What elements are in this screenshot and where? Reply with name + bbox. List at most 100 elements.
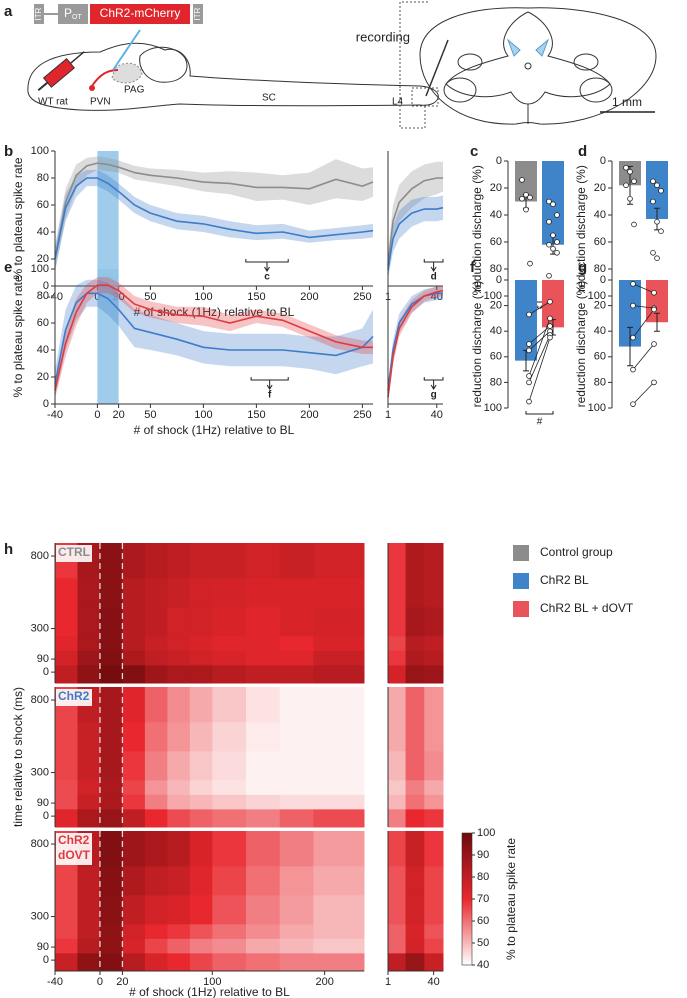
heatmap-cell (167, 577, 191, 608)
heatmap-title: dOVT (58, 848, 91, 862)
significance-bracket (525, 411, 554, 415)
heatmap-cell (405, 606, 425, 637)
data-point (527, 194, 533, 201)
y-tick-label: 0 (600, 155, 606, 167)
construct: ITR POT ChR2-mCherry ITR (34, 4, 203, 24)
heatmap-cell (77, 794, 101, 810)
heatmap-cell (246, 865, 281, 896)
heatmap-cell (77, 865, 101, 896)
error-band (388, 161, 443, 280)
heatmap-cell (388, 577, 407, 608)
heatmap-cell (99, 779, 123, 795)
y-tick-label: 20 (490, 300, 502, 312)
pair-line (528, 318, 551, 377)
legend-label: Control group (540, 545, 613, 559)
y-tick-label: 80 (594, 263, 606, 275)
heatmap-cell (189, 865, 213, 896)
heatmap-cell (424, 831, 444, 867)
y-tick-label: 90 (37, 797, 49, 809)
heatmap-cell (55, 606, 78, 637)
annotation-label: f (268, 390, 272, 401)
bar (542, 280, 564, 328)
heatmap-cell (405, 543, 425, 579)
data-point (630, 334, 636, 341)
y-tick-label: 20 (37, 371, 49, 383)
x-tick-label: 20 (116, 976, 128, 988)
data-point (526, 398, 532, 405)
heatmap-cell (313, 794, 365, 810)
heatmap-cell (189, 543, 213, 579)
error-band (55, 279, 373, 398)
y-tick-label: 40 (37, 226, 49, 238)
heatmap-cell (388, 650, 407, 666)
heatmap-cell (77, 779, 101, 795)
data-point (658, 228, 664, 235)
heatmap-cell (212, 635, 247, 651)
heatmap-cell (167, 952, 191, 972)
heatmap-title: ChR2 (58, 833, 90, 847)
heatmap-cell (405, 635, 425, 651)
pair-line (632, 283, 655, 294)
heatmap-cell (212, 865, 247, 896)
data-point (630, 281, 636, 287)
data-point (547, 334, 553, 341)
heatmap-cell (122, 606, 146, 637)
data-point (630, 401, 636, 407)
chr2-box (90, 4, 190, 24)
bar (646, 280, 668, 323)
heatmap-cell (99, 923, 123, 939)
heatmap-cell (144, 687, 168, 723)
heatmap-cell (99, 938, 123, 954)
heatmap-cell (144, 606, 168, 637)
heatmap-cell (122, 865, 146, 896)
heatmap-cell (246, 577, 281, 608)
heatmap-cell (122, 543, 146, 579)
heatmap-cell (246, 831, 281, 867)
y-tick-label: 60 (490, 351, 502, 363)
heatmap-cell (279, 808, 314, 828)
heatmap-cell (77, 923, 101, 939)
heatmap-cell (77, 721, 101, 752)
heatmap-cell (144, 865, 168, 896)
heatmap-cell (144, 650, 168, 666)
heatmap-cell (246, 779, 281, 795)
heatmap-cell (388, 808, 407, 828)
heatmap-cell (212, 938, 247, 954)
bar (515, 280, 537, 361)
panel-letter: c (470, 143, 478, 160)
pair-line (632, 305, 655, 309)
pag-region (111, 62, 143, 84)
y-tick-label: 40 (594, 209, 606, 221)
colorbar-tick-label: 40 (477, 959, 489, 971)
heatmap-cell (279, 650, 314, 666)
heatmap-cell (313, 952, 365, 972)
heatmap-cell (212, 831, 247, 867)
y-axis-title: reduction discharge (%) (470, 281, 484, 408)
heatmap-cell (246, 664, 281, 684)
heatmap-cell (405, 923, 425, 939)
heatmap-cell (424, 865, 444, 896)
heatmap-cell (77, 650, 101, 666)
bar (646, 161, 668, 220)
heatmap-cell (405, 938, 425, 954)
heatmap-cell (313, 664, 365, 684)
heatmap-cell (55, 952, 78, 972)
diagram-label: PAG (124, 85, 145, 96)
error-band (55, 156, 373, 273)
colorbar-tick-label: 60 (477, 915, 489, 927)
series-line (54, 177, 374, 260)
heatmap-cell (167, 606, 191, 637)
heatmap-cell (77, 635, 101, 651)
data-point (630, 302, 636, 309)
heatmap-cell (122, 664, 146, 684)
y-tick-label: 0 (43, 666, 49, 678)
heatmap-cell (55, 750, 78, 781)
x-tick-label: 250 (353, 291, 371, 303)
heatmap-cell (189, 606, 213, 637)
data-point (526, 311, 532, 318)
heatmap-cell (279, 894, 314, 925)
heatmap-cell (55, 577, 78, 608)
y-tick-label: 80 (37, 172, 49, 184)
series-line (54, 284, 373, 391)
x-tick-label: 100 (194, 409, 212, 421)
